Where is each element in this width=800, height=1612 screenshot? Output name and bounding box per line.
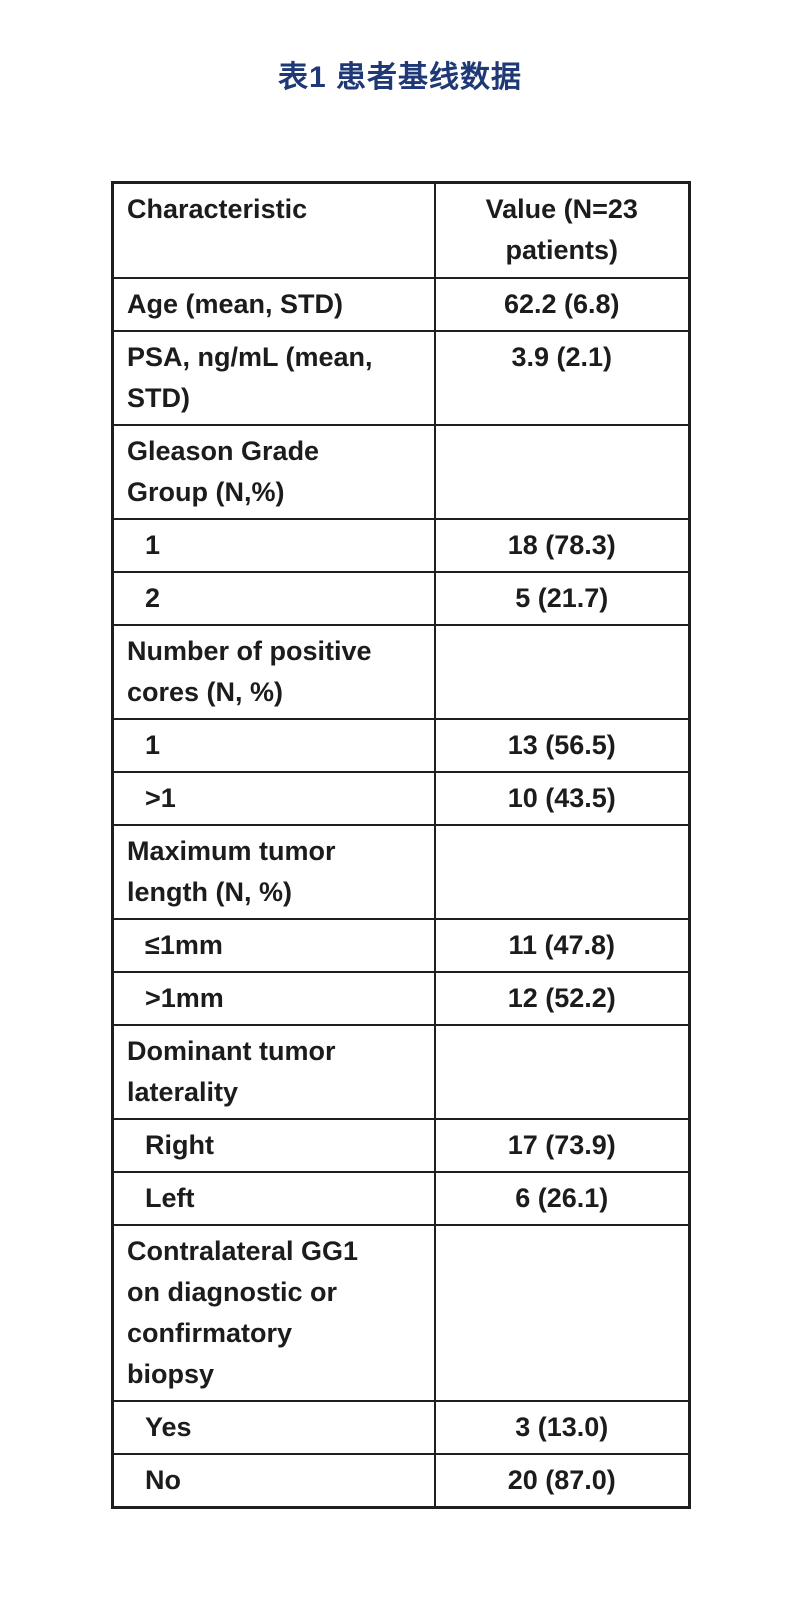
characteristic-cell: Gleason Grade Group (N,%) [111,423,436,520]
table-row: Gleason Grade Group (N,%) [111,423,691,520]
table-row: Left 6 (26.1) [111,1170,691,1226]
table-row: Right 17 (73.9) [111,1117,691,1173]
value-cell [433,423,691,520]
table-row: No 20 (87.0) [111,1452,691,1508]
characteristic-cell: Right [111,1117,436,1173]
characteristic-cell: Contralateral GG1 on diagnostic or confi… [111,1223,436,1402]
table-row: PSA, ng/mL (mean, STD) 3.9 (2.1) [111,329,691,426]
table-row: ≤1mm 11 (47.8) [111,917,691,973]
table-row: >1mm 12 (52.2) [111,970,691,1026]
baseline-table: Characteristic Value (N=23 patients) Age… [111,181,691,1509]
characteristic-cell: No [111,1452,436,1508]
characteristic-cell: 2 [111,570,436,626]
table-row: Contralateral GG1 on diagnostic or confi… [111,1223,691,1402]
value-cell: 3 (13.0) [433,1399,691,1455]
value-cell: 5 (21.7) [433,570,691,626]
characteristic-cell: >1mm [111,970,436,1026]
value-cell [433,623,691,720]
value-cell: 18 (78.3) [433,517,691,573]
value-cell [433,1223,691,1402]
characteristic-cell: Yes [111,1399,436,1455]
table-row: 1 13 (56.5) [111,717,691,773]
value-cell: 6 (26.1) [433,1170,691,1226]
value-cell: 11 (47.8) [433,917,691,973]
value-cell: 12 (52.2) [433,970,691,1026]
table-row: Age (mean, STD) 62.2 (6.8) [111,276,691,332]
table-row: Number of positive cores (N, %) [111,623,691,720]
value-cell: 13 (56.5) [433,717,691,773]
characteristic-cell: Age (mean, STD) [111,276,436,332]
column-header-value: Value (N=23 patients) [433,181,691,279]
column-header-characteristic: Characteristic [111,181,436,279]
value-cell: 20 (87.0) [433,1452,691,1508]
characteristic-cell: Dominant tumor laterality [111,1023,436,1120]
table-caption: 表1 患者基线数据 [277,61,523,94]
characteristic-cell: 1 [111,717,436,773]
characteristic-cell: 1 [111,517,436,573]
characteristic-cell: Number of positive cores (N, %) [111,623,436,720]
characteristic-cell: PSA, ng/mL (mean, STD) [111,329,436,426]
value-cell: 17 (73.9) [433,1117,691,1173]
characteristic-cell: Maximum tumor length (N, %) [111,823,436,920]
value-cell: 62.2 (6.8) [433,276,691,332]
table-row: Maximum tumor length (N, %) [111,823,691,920]
table-row: >1 10 (43.5) [111,770,691,826]
value-cell [433,823,691,920]
table-row: 2 5 (21.7) [111,570,691,626]
value-cell: 10 (43.5) [433,770,691,826]
table-row: 1 18 (78.3) [111,517,691,573]
table-body: Age (mean, STD) 62.2 (6.8) PSA, ng/mL (m… [111,276,691,1508]
value-cell: 3.9 (2.1) [433,329,691,426]
header-row: Characteristic Value (N=23 patients) [111,181,691,279]
value-cell [433,1023,691,1120]
table-row: Dominant tumor laterality [111,1023,691,1120]
characteristic-cell: Left [111,1170,436,1226]
table-row: Yes 3 (13.0) [111,1399,691,1455]
characteristic-cell: ≤1mm [111,917,436,973]
characteristic-cell: >1 [111,770,436,826]
